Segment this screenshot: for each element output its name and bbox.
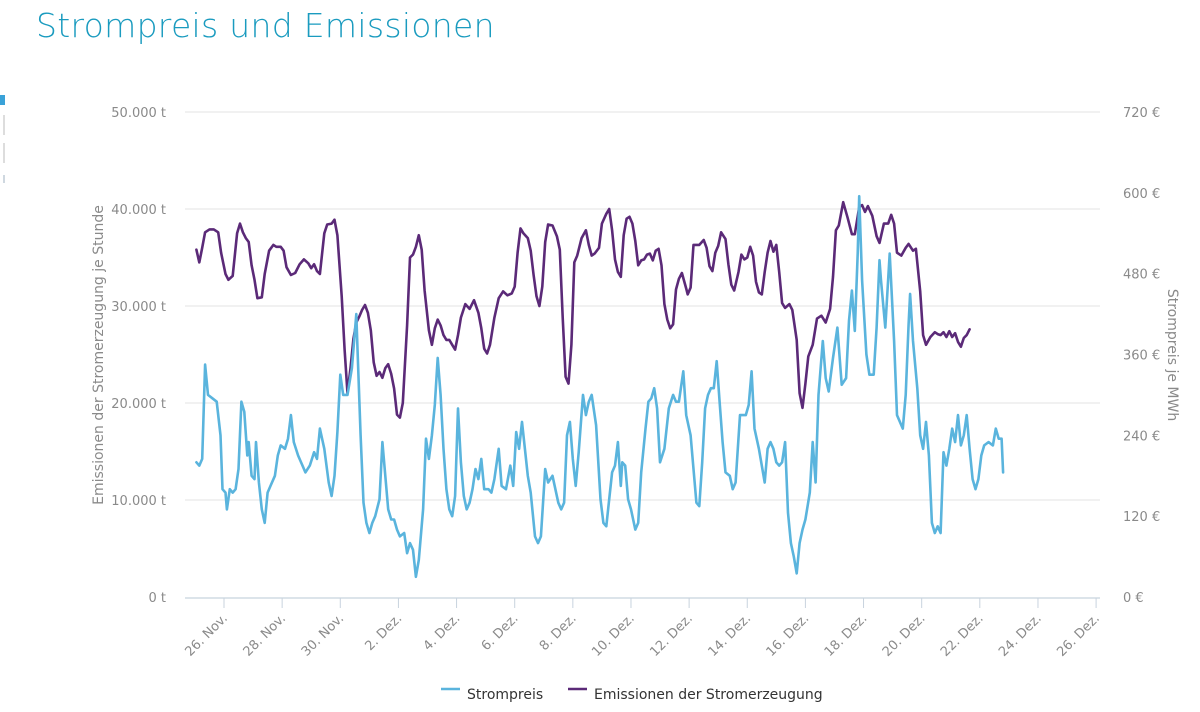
left-tick-label: 40.000 t	[111, 203, 166, 218]
gridlines	[185, 111, 1100, 501]
series-group	[195, 194, 1005, 579]
legend-label-emissionen[interactable]: Emissionen der Stromerzeugung	[594, 687, 823, 703]
series-line-strompreis	[195, 194, 1005, 579]
right-tick-label: 0 €	[1123, 591, 1144, 606]
left-tick-label: 0 t	[148, 591, 166, 606]
x-tick-label: 26. Nov.	[183, 611, 231, 659]
x-tick-label: 12. Dez.	[647, 611, 696, 660]
right-axis-ticks: 0 € 120 € 240 € 360 € 480 € 600 € 720 €	[1123, 106, 1160, 606]
x-tick-label: 2. Dez.	[362, 611, 405, 654]
right-tick-label: 600 €	[1123, 187, 1160, 202]
legend[interactable]: Strompreis Emissionen der Stromerzeugung	[441, 687, 823, 703]
x-tick-label: 8. Dez.	[537, 611, 580, 654]
x-tick-label: 26. Dez.	[1054, 611, 1103, 660]
x-tick-label: 24. Dez.	[996, 611, 1045, 660]
x-tick-label: 20. Dez.	[880, 611, 929, 660]
x-tick-label: 14. Dez.	[705, 611, 754, 660]
side-decoration	[0, 95, 5, 183]
x-tick-label: 30. Nov.	[299, 611, 347, 659]
left-axis-title: Emissionen der Stromerzeugung je Stunde	[91, 205, 107, 505]
right-tick-label: 360 €	[1123, 349, 1160, 364]
x-axis: 26. Nov. 28. Nov. 30. Nov. 2. Dez. 4. Dez. 6.…	[183, 597, 1103, 660]
x-tick-label: 18. Dez.	[822, 611, 871, 660]
chart-title: Strompreis und Emissionen	[36, 6, 495, 45]
right-tick-label: 120 €	[1123, 510, 1160, 525]
left-axis-ticks: 0 t 10.000 t 20.000 t 30.000 t 40.000 t 50.00…	[111, 106, 166, 606]
left-tick-label: 50.000 t	[111, 106, 166, 121]
right-tick-label: 480 €	[1123, 268, 1160, 283]
x-tick-label: 6. Dez.	[479, 611, 522, 654]
x-tick-label: 28. Nov.	[241, 611, 289, 659]
x-tick-label: 4. Dez.	[421, 611, 464, 654]
series-line-emissionen	[195, 200, 971, 419]
left-tick-label: 30.000 t	[111, 300, 166, 315]
right-tick-label: 720 €	[1123, 106, 1160, 121]
x-tick-label: 22. Dez.	[938, 611, 987, 660]
right-axis-title: Strompreis je MWh	[1164, 289, 1180, 421]
right-tick-label: 240 €	[1123, 429, 1160, 444]
left-tick-label: 20.000 t	[111, 397, 166, 412]
x-tick-label: 16. Dez.	[764, 611, 813, 660]
legend-label-strompreis[interactable]: Strompreis	[467, 687, 543, 703]
left-tick-label: 10.000 t	[111, 494, 166, 509]
x-tick-label: 10. Dez.	[589, 611, 638, 660]
